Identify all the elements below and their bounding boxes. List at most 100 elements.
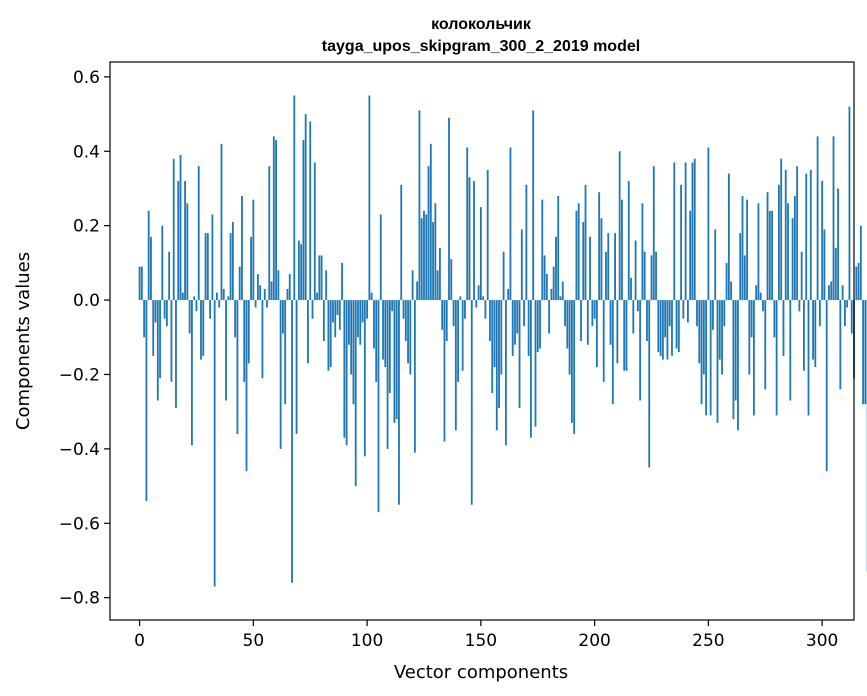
bar-component-109 [386,300,389,449]
bar-component-32 [211,214,214,301]
bar-component-286 [789,300,792,401]
bar-component-144 [466,147,469,301]
bar-component-74 [307,300,309,364]
y-tick-label: −0.2 [59,365,100,385]
bar-component-219 [636,300,639,312]
bar-component-197 [586,300,589,345]
bar-component-47 [245,300,248,472]
bar-component-230 [661,300,664,360]
bar-component-194 [580,300,582,341]
bar-component-131 [436,270,439,301]
bar-component-261 [732,300,735,420]
bar-component-316 [857,262,860,301]
bar-component-114 [398,300,400,505]
bar-component-31 [209,300,212,319]
bar-component-289 [796,166,799,301]
bar-component-177 [541,199,544,301]
bar-component-168 [520,229,523,301]
bar-component-105 [377,300,380,513]
bar-component-0 [138,266,141,301]
bar-component-233 [668,300,671,327]
bar-component-199 [591,300,594,327]
bar-component-11 [163,300,166,319]
bar-component-207 [609,300,612,345]
bar-component-223 [646,300,648,341]
bar-component-103 [373,300,375,349]
bar-component-2 [143,300,146,338]
bar-component-57 [268,166,271,301]
bar-component-166 [516,300,519,334]
y-tick-label: −0.4 [59,440,100,460]
bar-component-107 [382,300,384,360]
bar-component-184 [557,195,560,301]
bar-component-244 [693,158,696,301]
bar-component-293 [805,173,808,301]
bar-component-302 [825,300,828,472]
bar-component-287 [791,218,794,301]
bar-component-43 [236,300,239,434]
bar-component-273 [759,292,762,301]
bar-component-298 [816,136,819,301]
bar-component-153 [486,169,489,301]
bar-component-26 [197,166,200,301]
bar-component-70 [297,240,300,301]
bar-component-53 [259,285,262,301]
bar-component-173 [532,110,535,301]
bar-component-10 [161,225,164,301]
bar-component-220 [639,300,642,401]
bar-component-221 [641,203,644,301]
bar-component-252 [712,300,714,330]
bar-component-30 [206,233,209,301]
bar-component-95 [354,300,357,487]
bar-component-176 [539,300,541,349]
bar-component-113 [395,300,398,420]
bar-component-134 [443,300,446,442]
bar-component-319 [864,300,867,405]
bar-component-36 [220,143,223,301]
bar-component-14 [170,300,173,382]
bar-component-266 [743,255,746,301]
bar-component-158 [498,300,500,408]
bar-component-225 [650,255,653,301]
bar-component-276 [766,192,769,301]
bar-component-182 [552,266,555,301]
bar-component-123 [418,110,421,301]
bar-component-187 [564,300,566,327]
bar-component-39 [227,296,230,301]
bar-component-29 [204,233,207,301]
bar-component-269 [750,300,753,338]
bar-component-201 [595,300,598,368]
bar-component-294 [807,300,810,416]
bar-component-149 [477,285,480,301]
bar-component-21 [186,203,189,301]
bar-component-79 [318,255,321,301]
x-tick-label: 50 [243,631,265,651]
bar-component-212 [621,199,623,301]
bar-component-246 [698,300,701,364]
bar-component-281 [778,184,780,301]
y-axis-ticks: 0.6 0.4 0.2 0.0 −0.2 −0.4 −0.6 −0.8 [59,68,110,609]
bar-component-75 [309,121,312,301]
bar-component-156 [493,300,496,368]
bar-component-306 [834,248,837,301]
bar-component-128 [429,143,432,301]
bar-component-304 [830,281,833,301]
bar-component-71 [300,244,303,301]
plot-frame [109,61,855,621]
bar-component-160 [502,251,505,301]
bar-component-198 [589,236,591,301]
bar-component-263 [737,300,739,431]
bar-component-13 [168,251,171,301]
bar-component-215 [627,181,630,301]
bar-component-196 [584,184,587,301]
bar-component-284 [784,169,787,301]
bar-component-259 [727,173,730,301]
y-tick-label: 0.0 [73,291,100,311]
bar-component-63 [282,300,284,334]
bar-component-62 [279,300,282,449]
bar-component-214 [625,300,628,371]
bar-component-110 [388,300,391,394]
x-tick-label: 150 [465,631,497,651]
bar-component-116 [402,300,405,319]
